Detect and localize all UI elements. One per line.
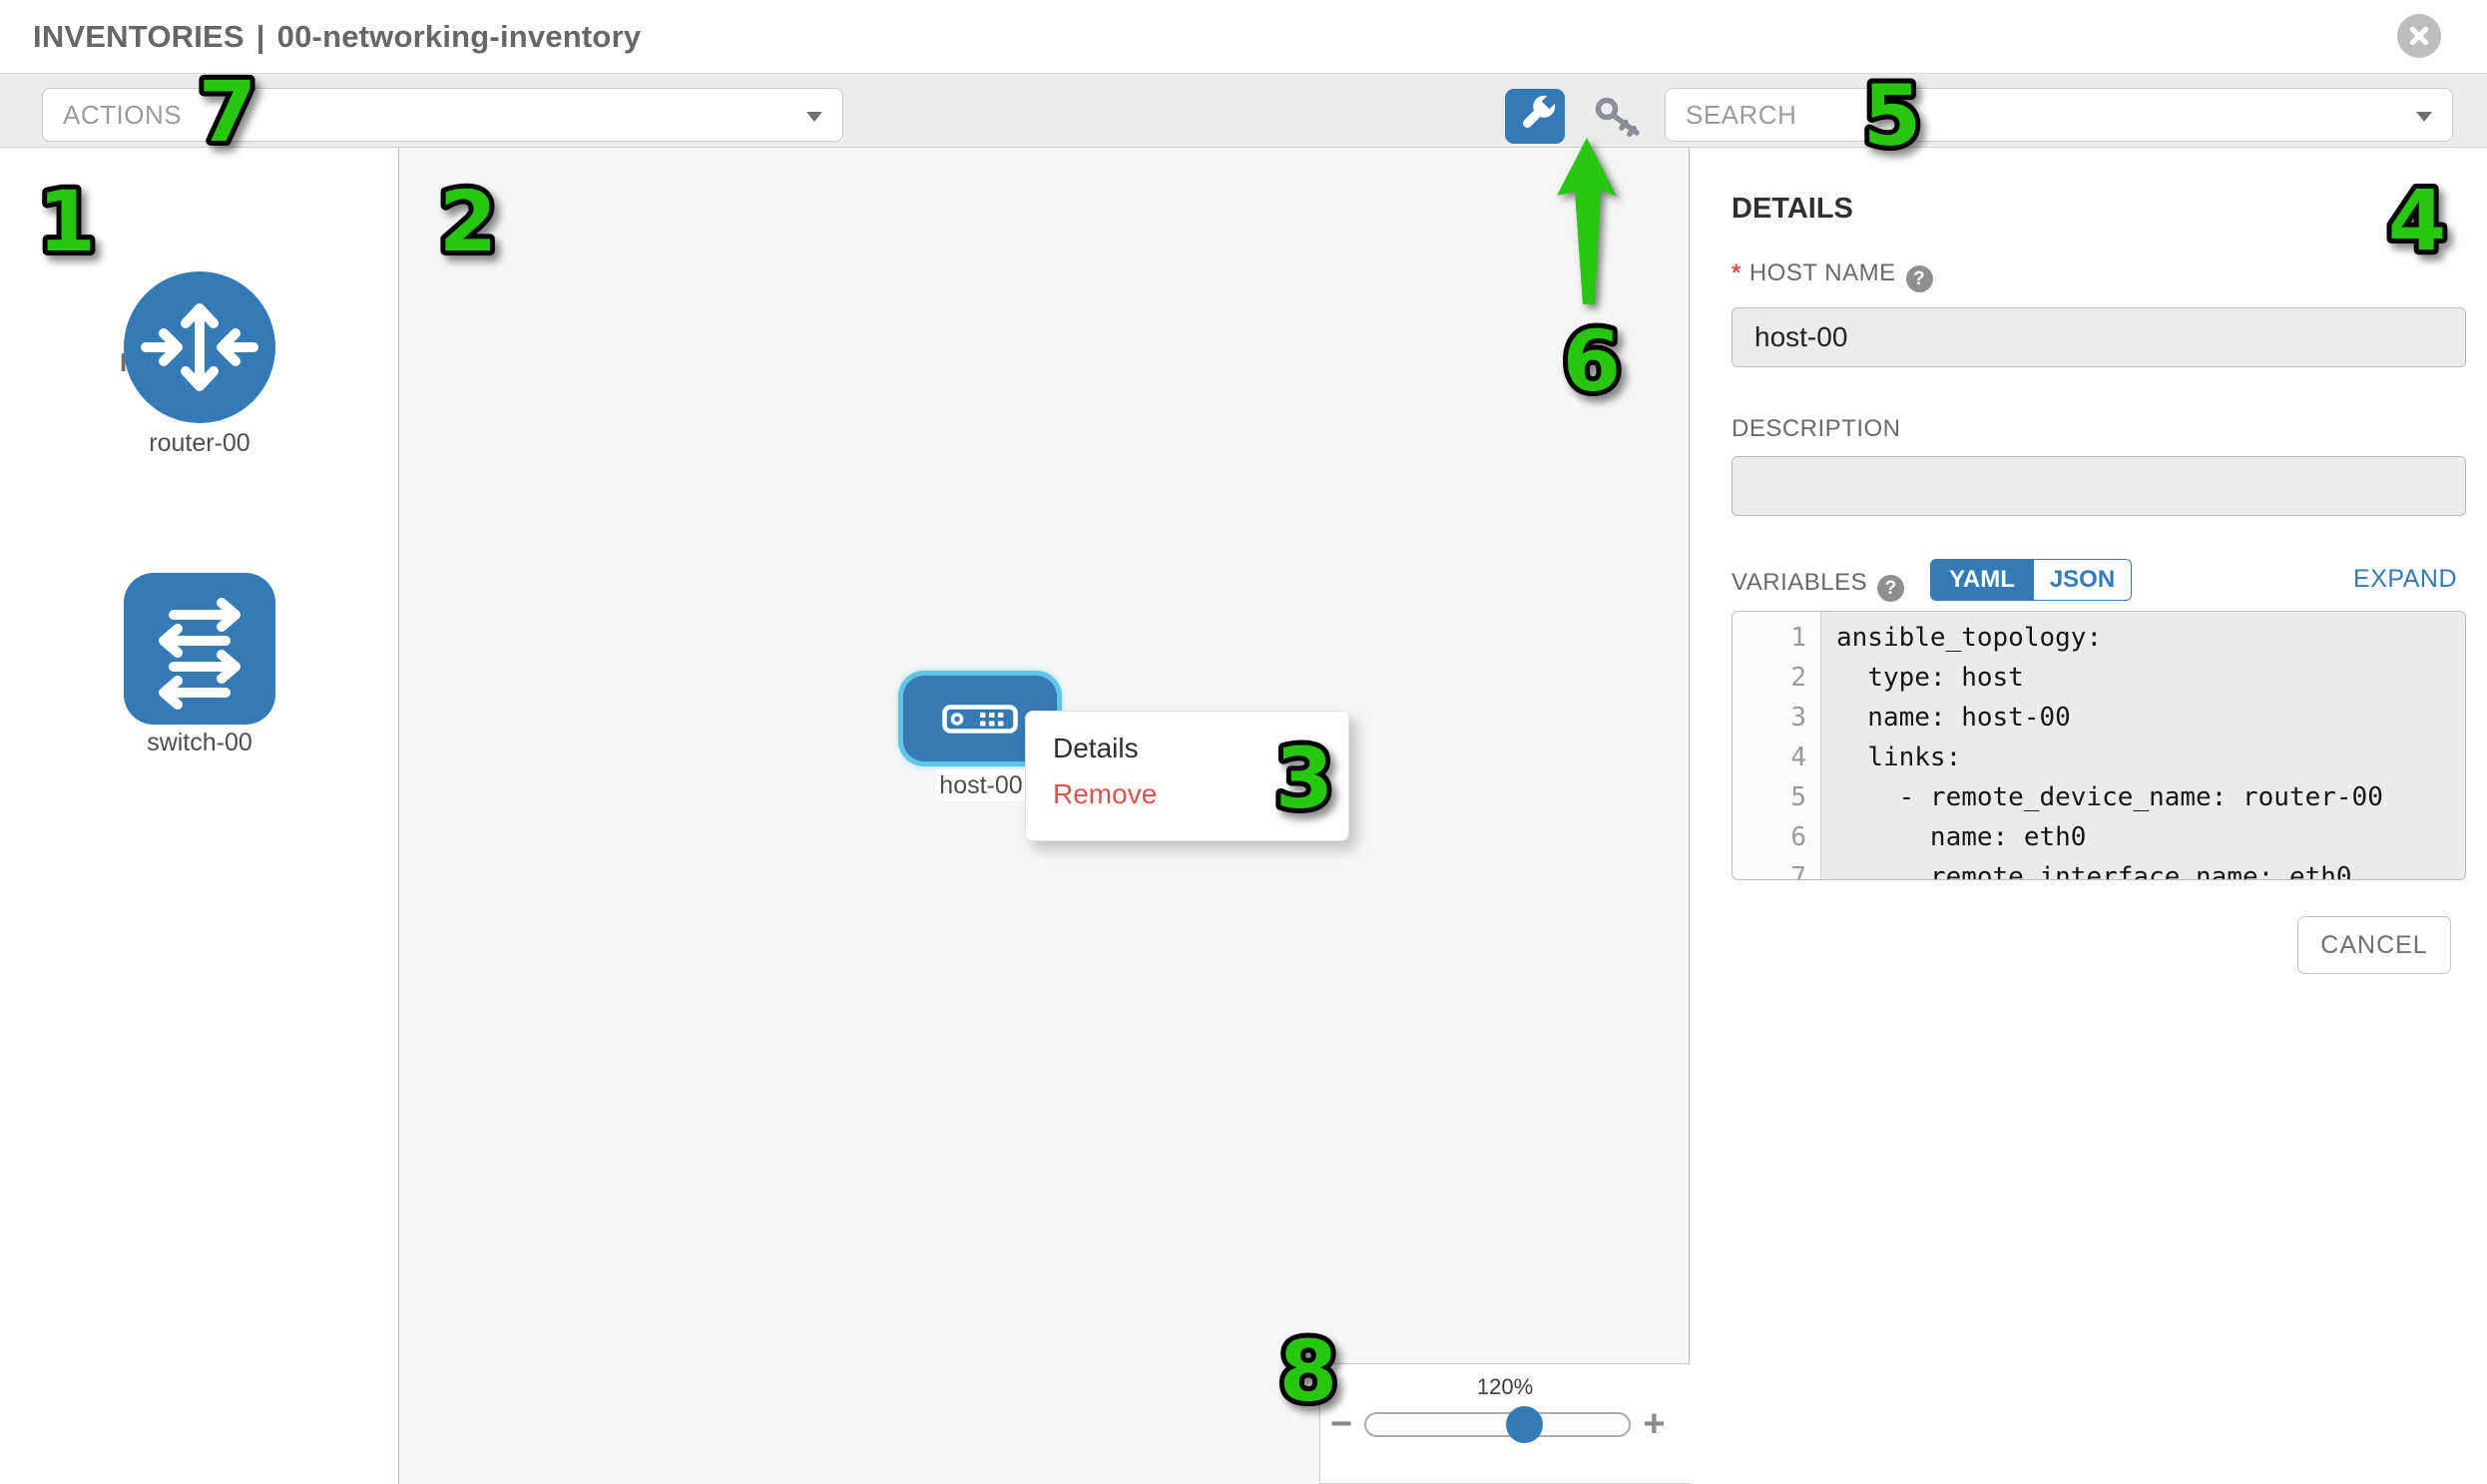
- cancel-button[interactable]: CANCEL: [2297, 916, 2451, 974]
- wrench-icon: [1523, 93, 1558, 128]
- svg-text:3: 3: [1275, 730, 1333, 827]
- annotation-5: 5: [1858, 62, 1926, 170]
- host-name-label: * HOST NAME?: [1732, 259, 1933, 292]
- code-line: 1 ansible_topology:: [1790, 623, 2103, 653]
- annotation-4: 4: [2383, 167, 2451, 274]
- close-icon[interactable]: [2397, 14, 2441, 58]
- annotation-1: 1: [33, 168, 101, 275]
- host-icon: [942, 704, 1018, 734]
- annotation-6: 6: [1558, 307, 1626, 415]
- page-header: INVENTORIES | 00-networking-inventory: [0, 0, 2487, 73]
- menu-item-details[interactable]: Details: [1053, 733, 1139, 763]
- variables-format-toggle: YAML JSON: [1930, 559, 2132, 601]
- chevron-down-icon: [2416, 112, 2432, 122]
- switch-icon[interactable]: [124, 573, 275, 725]
- code-line: 6 name: eth0: [1790, 822, 2087, 852]
- tab-json[interactable]: JSON: [2033, 560, 2131, 600]
- breadcrumb: INVENTORIES: [33, 18, 245, 54]
- svg-text:8: 8: [1279, 1322, 1337, 1420]
- code-line: 3 name: host-00: [1790, 703, 2071, 733]
- host-name-field[interactable]: [1732, 307, 2466, 367]
- svg-text:1: 1: [38, 173, 96, 270]
- svg-text:6: 6: [1563, 312, 1621, 410]
- question-icon: ?: [1877, 575, 1905, 602]
- expand-link[interactable]: EXPAND: [2353, 565, 2457, 593]
- page-title: INVENTORIES | 00-networking-inventory: [33, 19, 641, 55]
- svg-text:7: 7: [199, 63, 256, 161]
- chevron-down-icon: [806, 112, 822, 122]
- menu-item-remove[interactable]: Remove: [1053, 778, 1158, 809]
- question-icon: ?: [1905, 265, 1933, 292]
- code-line: 2 type: host: [1790, 663, 2024, 693]
- required-marker: *: [1732, 259, 1741, 286]
- zoom-level: 120%: [1476, 1374, 1534, 1399]
- svg-text:4: 4: [2388, 172, 2446, 269]
- annotation-2: 2: [434, 168, 502, 275]
- zoom-out-button[interactable]: −: [1330, 1403, 1353, 1445]
- host-node-label: host-00: [936, 769, 1026, 801]
- annotation-7: 7: [194, 58, 261, 166]
- router-node-label: router-00: [149, 429, 250, 457]
- svg-text:2: 2: [439, 173, 497, 270]
- actions-dropdown[interactable]: ACTIONS: [42, 88, 843, 142]
- node-context-menu: Details Remove: [1025, 711, 1349, 841]
- toolbar: ACTIONS SEARCH: [0, 73, 2487, 148]
- annotation-3: 3: [1270, 725, 1338, 832]
- key-button[interactable]: [1593, 95, 1649, 143]
- zoom-in-button[interactable]: +: [1643, 1403, 1666, 1445]
- zoom-control: 120% − +: [1319, 1363, 1690, 1484]
- variables-label: VARIABLES?: [1732, 569, 1905, 602]
- key-icon: [1595, 97, 1640, 137]
- code-line: 5 - remote_device_name: router-00: [1790, 782, 2383, 812]
- switch-node-label: switch-00: [147, 729, 252, 756]
- annotation-arrow-icon: [1557, 138, 1617, 304]
- search-dropdown[interactable]: SEARCH: [1665, 88, 2453, 142]
- description-field[interactable]: [1732, 456, 2466, 516]
- router-icon[interactable]: [124, 271, 275, 423]
- tab-yaml[interactable]: YAML: [1931, 560, 2033, 600]
- code-line: 4 links:: [1790, 742, 1962, 772]
- actions-dropdown-label: ACTIONS: [63, 99, 183, 130]
- annotation-8: 8: [1274, 1317, 1342, 1425]
- zoom-slider[interactable]: [1364, 1405, 1632, 1443]
- variables-code-editor[interactable]: 1 ansible_topology: 2 type: host 3 name: …: [1732, 611, 2466, 880]
- zoom-slider-handle[interactable]: [1506, 1405, 1543, 1443]
- inventory-name: 00-networking-inventory: [276, 18, 642, 54]
- svg-text:5: 5: [1863, 67, 1921, 165]
- tools-button[interactable]: [1505, 89, 1565, 144]
- code-line: 7 remote_interface_name: eth0: [1790, 862, 2352, 880]
- search-dropdown-label: SEARCH: [1686, 99, 1797, 130]
- breadcrumb-separator: |: [255, 18, 265, 54]
- details-heading: DETAILS: [1732, 193, 1853, 225]
- description-label: DESCRIPTION: [1732, 415, 1901, 442]
